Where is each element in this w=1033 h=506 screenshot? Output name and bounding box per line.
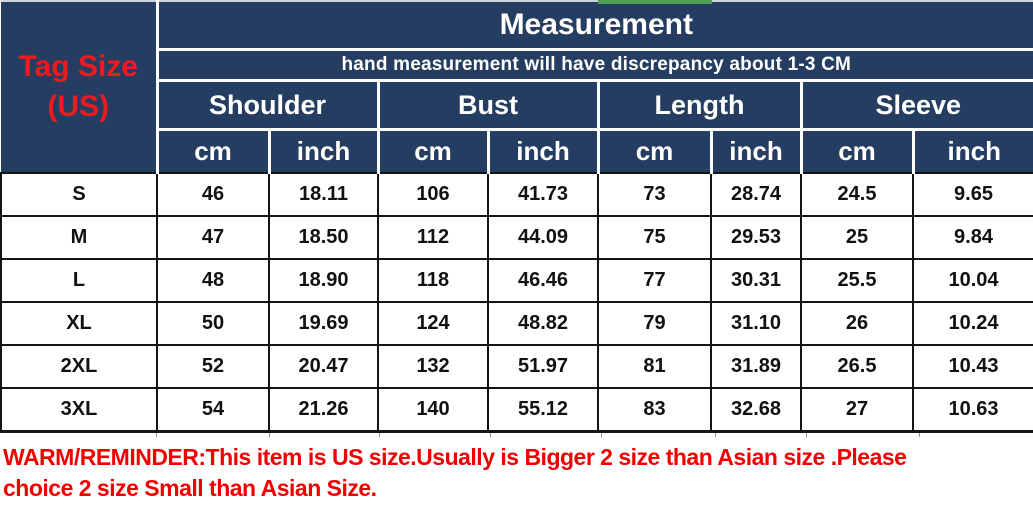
measurement-value: 77 [597,258,712,303]
unit-header-sleeve-inch: inch [911,128,1033,174]
measurement-value: 31.10 [710,301,802,346]
table-row-m: M 47 18.50 112 44.09 75 29.53 25 9.84 [0,215,1033,260]
measurement-value: 10.43 [911,344,1033,389]
measurement-value: 26.5 [800,344,914,389]
unit-header-bust-cm: cm [376,128,490,174]
warning-text: WARM/REMINDER:This item is US size.Usual… [0,437,1033,504]
warning-line1: WARM/REMINDER:This item is US size.Usual… [3,444,907,470]
measurement-value: 124 [377,301,489,346]
measurement-value: 75 [597,215,712,260]
measurement-value: 19.69 [268,301,379,346]
measurement-value: 54 [156,387,270,433]
measurement-value: 106 [377,172,489,217]
measurement-value: 18.11 [268,172,379,217]
measurement-value: 10.63 [911,387,1033,433]
measurement-value: 50 [156,301,270,346]
measurement-value: 83 [597,387,712,433]
group-header-length: Length [596,79,803,131]
measurement-value: 20.47 [268,344,379,389]
measurement-value: 9.65 [911,172,1033,217]
measurement-value: 25.5 [800,258,914,303]
measurement-value: 18.50 [268,215,379,260]
table-row-s: S 46 18.11 106 41.73 73 28.74 24.5 9.65 [0,172,1033,217]
row-size-label: S [0,172,158,217]
tag-size-line1: Tag Size [18,50,138,83]
size-chart-table: Tag Size (US) Measurement hand measureme… [0,0,1033,433]
measurement-value: 24.5 [800,172,914,217]
measurement-value: 132 [377,344,489,389]
row-size-label: M [0,215,158,260]
measurement-value: 118 [377,258,489,303]
table-row-3xl: 3XL 54 21.26 140 55.12 83 32.68 27 10.63 [0,387,1033,433]
measurement-value: 9.84 [911,215,1033,260]
measurement-value: 18.90 [268,258,379,303]
unit-header-bust-inch: inch [486,128,600,174]
header-row-units: cm inch cm inch cm inch cm inch [1,128,1033,174]
measurement-value: 41.73 [487,172,599,217]
measurement-value: 27 [800,387,914,433]
table-row-xl: XL 50 19.69 124 48.82 79 31.10 26 10.24 [0,301,1033,346]
measurement-value: 52 [156,344,270,389]
measurement-value: 44.09 [487,215,599,260]
unit-header-sleeve-cm: cm [799,128,915,174]
header-row-subtitle: hand measurement will have discrepancy a… [1,48,1033,82]
measurement-value: 46 [156,172,270,217]
measurement-value: 28.74 [710,172,802,217]
tag-size-line2: (US) [47,90,110,123]
group-header-shoulder: Shoulder [155,79,380,131]
warning-line2: choice 2 size Small than Asian Size. [3,475,377,501]
measurement-value: 29.53 [710,215,802,260]
row-size-label: 2XL [0,344,158,389]
row-size-label: 3XL [0,387,158,433]
measurement-value: 51.97 [487,344,599,389]
measurement-value: 81 [597,344,712,389]
measurement-value: 31.89 [710,344,802,389]
table-row-2xl: 2XL 52 20.47 132 51.97 81 31.89 26.5 10.… [0,344,1033,389]
measurement-value: 10.04 [911,258,1033,303]
measurement-value: 21.26 [268,387,379,433]
measurement-value: 10.24 [911,301,1033,346]
measurement-value: 48.82 [487,301,599,346]
measurement-value: 30.31 [710,258,802,303]
measurement-value: 25 [800,215,914,260]
top-green-accent-bar [598,0,712,4]
table-row-l: L 48 18.90 118 46.46 77 30.31 25.5 10.04 [0,258,1033,303]
row-size-label: XL [0,301,158,346]
measurement-value: 26 [800,301,914,346]
measurement-value: 48 [156,258,270,303]
measurement-value: 32.68 [710,387,802,433]
measurement-value: 73 [597,172,712,217]
column-ticks [0,433,1033,437]
group-header-bust: Bust [376,79,600,131]
measurement-value: 47 [156,215,270,260]
group-header-sleeve: Sleeve [799,79,1033,131]
unit-header-shoulder-cm: cm [155,128,271,174]
measurement-value: 46.46 [487,258,599,303]
unit-header-length-inch: inch [709,128,803,174]
header-row-groups: Shoulder Bust Length Sleeve [1,79,1033,131]
measurement-value: 79 [597,301,712,346]
header-row-title: Tag Size (US) Measurement [1,0,1033,174]
measurement-value: 55.12 [487,387,599,433]
measurement-value: 112 [377,215,489,260]
row-size-label: L [0,258,158,303]
measurement-value: 140 [377,387,489,433]
unit-header-length-cm: cm [596,128,713,174]
tag-size-header: Tag Size (US) [1,0,159,174]
unit-header-shoulder-inch: inch [267,128,380,174]
measurement-title: Measurement [155,0,1033,51]
measurement-subtitle: hand measurement will have discrepancy a… [155,48,1033,82]
